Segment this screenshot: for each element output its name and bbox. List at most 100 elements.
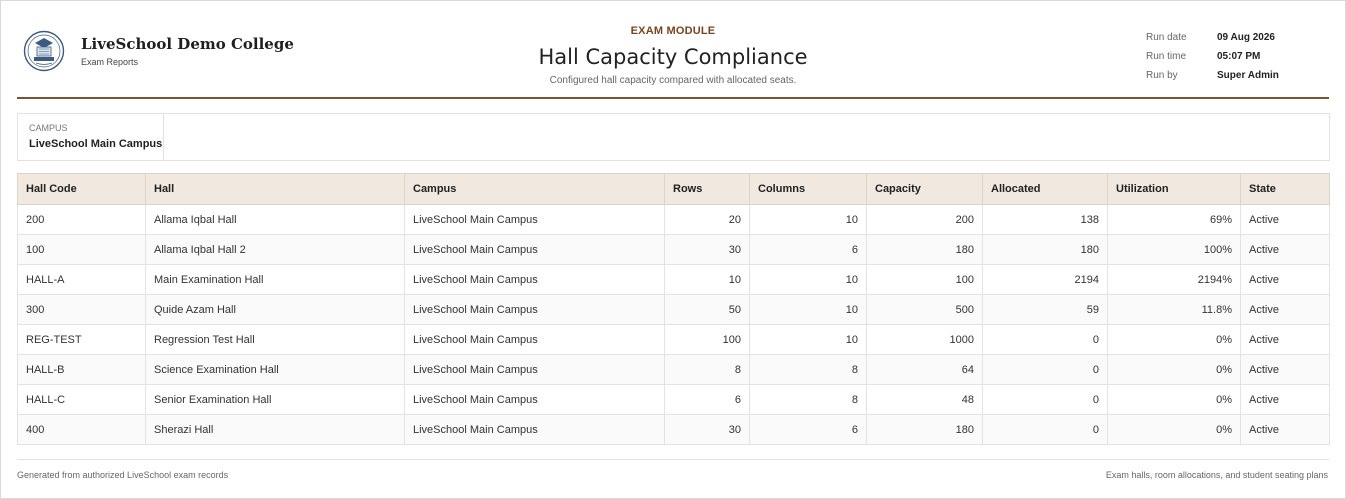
campus-cell: LiveSchool Main Campus: [404, 294, 665, 325]
table-row: HALL-B Science Examination Hall LiveSchool…: [17, 354, 1330, 385]
campus-filter-label: CAMPUS: [29, 123, 68, 133]
run-date-value: 09 Aug 2026: [1217, 32, 1275, 43]
rows-cell: 6: [664, 384, 750, 415]
table-row: 200 Allama Iqbal Hall LiveSchool Main Camp…: [17, 204, 1330, 235]
column-header-allocated[interactable]: Allocated: [982, 173, 1108, 205]
campus-filter: CAMPUS LiveSchool Main Campus: [18, 114, 164, 160]
table-row: 100 Allama Iqbal Hall 2 LiveSchool Main Ca…: [17, 234, 1330, 265]
columns-cell: 10: [749, 294, 867, 325]
column-header-columns[interactable]: Columns: [749, 173, 867, 205]
capacity-cell: 180: [866, 234, 983, 265]
run-info-row: Run by Super Admin: [1146, 66, 1279, 85]
capacity-cell: 1000: [866, 324, 983, 355]
hall-name-cell: Allama Iqbal Hall 2: [145, 234, 405, 265]
utilization-cell: 11.8%: [1107, 294, 1241, 325]
rows-cell: 50: [664, 294, 750, 325]
run-time-label: Run time: [1146, 51, 1187, 62]
allocated-cell: 0: [982, 324, 1108, 355]
allocated-cell: 0: [982, 414, 1108, 445]
allocated-cell: 0: [982, 354, 1108, 385]
allocated-cell: 59: [982, 294, 1108, 325]
brand: LiveSchool Demo College Exam Reports: [23, 30, 294, 72]
state-cell: Active: [1240, 354, 1330, 385]
column-header-capacity[interactable]: Capacity: [866, 173, 983, 205]
hall-code-cell: HALL-B: [17, 354, 146, 385]
filter-summary: CAMPUS LiveSchool Main Campus: [17, 113, 1330, 161]
capacity-cell: 100: [866, 264, 983, 295]
college-name: LiveSchool Demo College: [81, 35, 294, 53]
state-cell: Active: [1240, 294, 1330, 325]
state-cell: Active: [1240, 384, 1330, 415]
run-info: Run date 09 Aug 2026 Run time 05:07 PM R…: [1146, 28, 1279, 85]
run-info-row: Run date 09 Aug 2026: [1146, 28, 1279, 47]
column-header-utilization[interactable]: Utilization: [1107, 173, 1241, 205]
campus-cell: LiveSchool Main Campus: [404, 384, 665, 415]
header-divider: [17, 97, 1329, 99]
page-subtitle: Configured hall capacity compared with a…: [549, 75, 797, 86]
state-cell: Active: [1240, 234, 1330, 265]
utilization-cell: 0%: [1107, 354, 1241, 385]
columns-cell: 10: [749, 264, 867, 295]
columns-cell: 8: [749, 354, 867, 385]
table-row: HALL-A Main Examination Hall LiveSchool Ma…: [17, 264, 1330, 295]
hall-code-cell: HALL-A: [17, 264, 146, 295]
utilization-cell: 2194%: [1107, 264, 1241, 295]
page-title: Hall Capacity Compliance: [538, 45, 808, 69]
hall-code-cell: 200: [17, 204, 146, 235]
college-subtitle: Exam Reports: [81, 57, 139, 67]
columns-cell: 6: [749, 414, 867, 445]
run-time-value: 05:07 PM: [1217, 51, 1261, 62]
module-label: EXAM MODULE: [630, 25, 716, 37]
rows-cell: 30: [664, 414, 750, 445]
capacity-cell: 180: [866, 414, 983, 445]
state-cell: Active: [1240, 414, 1330, 445]
title-block: EXAM MODULE Hall Capacity Compliance Con…: [1, 25, 1345, 86]
state-cell: Active: [1240, 264, 1330, 295]
column-header-hall[interactable]: Hall: [145, 173, 405, 205]
footer-divider: [17, 459, 1329, 460]
hall-name-cell: Sherazi Hall: [145, 414, 405, 445]
hall-name-cell: Senior Examination Hall: [145, 384, 405, 415]
column-header-rows[interactable]: Rows: [664, 173, 750, 205]
hall-code-cell: 400: [17, 414, 146, 445]
column-header-state[interactable]: State: [1240, 173, 1330, 205]
column-header-campus[interactable]: Campus: [404, 173, 665, 205]
table-body: 200 Allama Iqbal Hall LiveSchool Main Camp…: [17, 204, 1330, 445]
campus-cell: LiveSchool Main Campus: [404, 234, 665, 265]
hall-code-cell: REG-TEST: [17, 324, 146, 355]
state-cell: Active: [1240, 204, 1330, 235]
table-row: HALL-C Senior Examination Hall LiveSchool …: [17, 384, 1330, 415]
columns-cell: 8: [749, 384, 867, 415]
college-crest-icon: [23, 30, 65, 72]
run-by-value: Super Admin: [1217, 70, 1279, 81]
campus-cell: LiveSchool Main Campus: [404, 204, 665, 235]
hall-name-cell: Allama Iqbal Hall: [145, 204, 405, 235]
columns-cell: 10: [749, 324, 867, 355]
allocated-cell: 138: [982, 204, 1108, 235]
capacity-cell: 500: [866, 294, 983, 325]
campus-cell: LiveSchool Main Campus: [404, 324, 665, 355]
rows-cell: 20: [664, 204, 750, 235]
hall-name-cell: Quide Azam Hall: [145, 294, 405, 325]
utilization-cell: 0%: [1107, 324, 1241, 355]
run-date-label: Run date: [1146, 32, 1187, 43]
allocated-cell: 2194: [982, 264, 1108, 295]
footer-left-note: Generated from authorized LiveSchool exa…: [17, 470, 229, 480]
hall-name-cell: Main Examination Hall: [145, 264, 405, 295]
utilization-cell: 69%: [1107, 204, 1241, 235]
hall-capacity-table: Hall Code Hall Campus Rows Columns Capac…: [17, 173, 1330, 445]
column-header-hall-code[interactable]: Hall Code: [17, 173, 146, 205]
utilization-cell: 0%: [1107, 384, 1241, 415]
report-header: LiveSchool Demo College Exam Reports EXA…: [1, 1, 1345, 98]
hall-code-cell: HALL-C: [17, 384, 146, 415]
table-row: REG-TEST Regression Test Hall LiveSchool M…: [17, 324, 1330, 355]
columns-cell: 10: [749, 204, 867, 235]
hall-code-cell: 300: [17, 294, 146, 325]
campus-cell: LiveSchool Main Campus: [404, 264, 665, 295]
allocated-cell: 180: [982, 234, 1108, 265]
hall-name-cell: Science Examination Hall: [145, 354, 405, 385]
table-row: 300 Quide Azam Hall LiveSchool Main Campus…: [17, 294, 1330, 325]
state-cell: Active: [1240, 324, 1330, 355]
columns-cell: 6: [749, 234, 867, 265]
